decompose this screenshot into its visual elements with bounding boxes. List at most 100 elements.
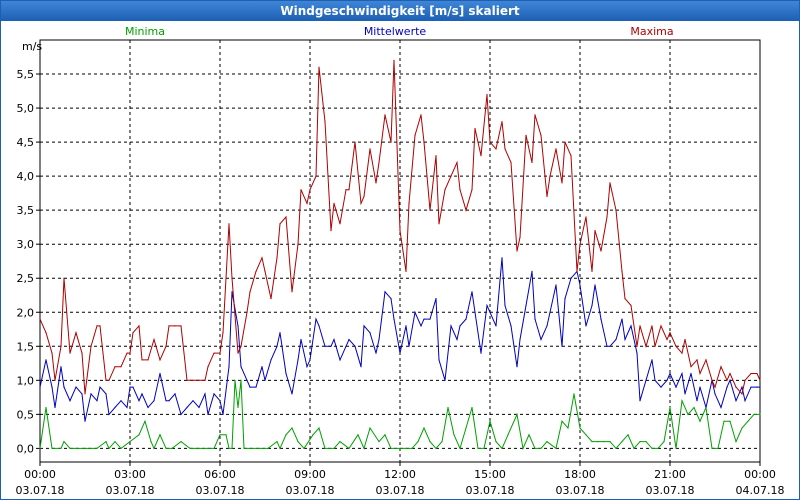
data-point [219, 434, 221, 436]
data-point [297, 359, 299, 361]
data-point [699, 386, 701, 388]
y-tick-label: 2,0 [17, 306, 35, 319]
y-tick-label: 1,0 [17, 374, 35, 387]
data-point [390, 298, 392, 300]
data-point [516, 413, 518, 415]
data-point [630, 325, 632, 327]
data-point [759, 379, 761, 381]
x-tick-date: 03.07.18 [196, 484, 245, 497]
data-point [171, 447, 173, 449]
data-point [357, 434, 359, 436]
data-point [549, 175, 551, 177]
data-point [696, 359, 698, 361]
data-point [753, 413, 755, 415]
data-point [681, 372, 683, 375]
data-point [84, 393, 86, 395]
data-point [474, 311, 476, 313]
data-point [600, 318, 602, 320]
data-point [705, 406, 707, 409]
data-point [666, 379, 668, 381]
data-point [729, 379, 731, 381]
data-point [105, 441, 107, 443]
data-point [330, 230, 332, 232]
data-point [84, 447, 86, 449]
data-point [477, 447, 479, 449]
data-point [759, 386, 761, 388]
data-point [489, 141, 491, 143]
data-point [318, 66, 320, 68]
data-point [324, 447, 326, 449]
data-point [741, 393, 743, 395]
data-point [207, 413, 209, 415]
grid [40, 40, 760, 462]
data-point [315, 175, 317, 177]
data-point [204, 379, 206, 381]
data-point [459, 447, 461, 449]
data-point [255, 270, 257, 272]
data-point [534, 318, 536, 320]
data-point [45, 359, 47, 361]
x-tick-date: 03.07.18 [376, 484, 425, 497]
data-point [192, 400, 194, 402]
data-point [654, 379, 656, 381]
data-point [204, 393, 206, 395]
data-point [564, 141, 566, 143]
series-group [39, 59, 761, 451]
series-line-minima [39, 380, 760, 451]
x-tick-date: 04.07.18 [736, 484, 785, 497]
data-point [726, 379, 728, 381]
data-point [81, 393, 83, 395]
data-point [96, 325, 98, 327]
data-point [45, 332, 47, 334]
data-point [465, 318, 467, 320]
x-tick-label: 21:00 [654, 468, 686, 481]
data-point [579, 284, 581, 286]
data-point [741, 386, 743, 388]
data-point [501, 447, 503, 449]
data-point [411, 447, 413, 449]
data-point [312, 434, 314, 436]
data-point [636, 352, 638, 354]
data-point [348, 447, 350, 449]
data-point [90, 345, 92, 347]
x-tick-date: 03.07.18 [466, 484, 515, 497]
data-point [153, 400, 155, 402]
data-point [339, 441, 341, 443]
data-point [480, 352, 482, 354]
data-point [636, 345, 638, 347]
data-point [726, 386, 728, 388]
data-point [309, 189, 311, 191]
data-point [438, 223, 440, 225]
data-point [354, 345, 356, 347]
data-point [666, 338, 668, 341]
data-point [369, 332, 371, 334]
y-tick-label: 5,5 [17, 68, 35, 81]
data-point [486, 304, 488, 307]
data-point [540, 134, 542, 136]
data-point [546, 325, 548, 327]
data-point [159, 359, 161, 361]
legend-item-mittelwerte: Mittelwerte [364, 25, 427, 38]
data-point [153, 338, 155, 341]
data-point [105, 393, 107, 395]
data-point [297, 441, 299, 443]
data-point [285, 216, 287, 218]
data-point [669, 372, 671, 375]
data-point [453, 434, 455, 436]
data-point [495, 148, 497, 150]
data-point [348, 338, 350, 341]
data-point [447, 406, 449, 409]
data-point [639, 325, 641, 327]
data-point [315, 318, 317, 320]
data-point [663, 441, 665, 443]
data-point [399, 447, 401, 449]
legend-item-maxima: Maxima [630, 25, 673, 38]
axis-labels: 0,0 0,5 1,0 1,5 2,0 2,5 3,0 3,5 4,0 4,5 5,0 5,5 00:0… [16, 40, 785, 497]
data-point [51, 447, 53, 449]
data-point [153, 447, 155, 449]
data-point [240, 366, 242, 368]
data-point [501, 121, 503, 123]
data-point [276, 441, 278, 443]
data-point [522, 447, 524, 449]
